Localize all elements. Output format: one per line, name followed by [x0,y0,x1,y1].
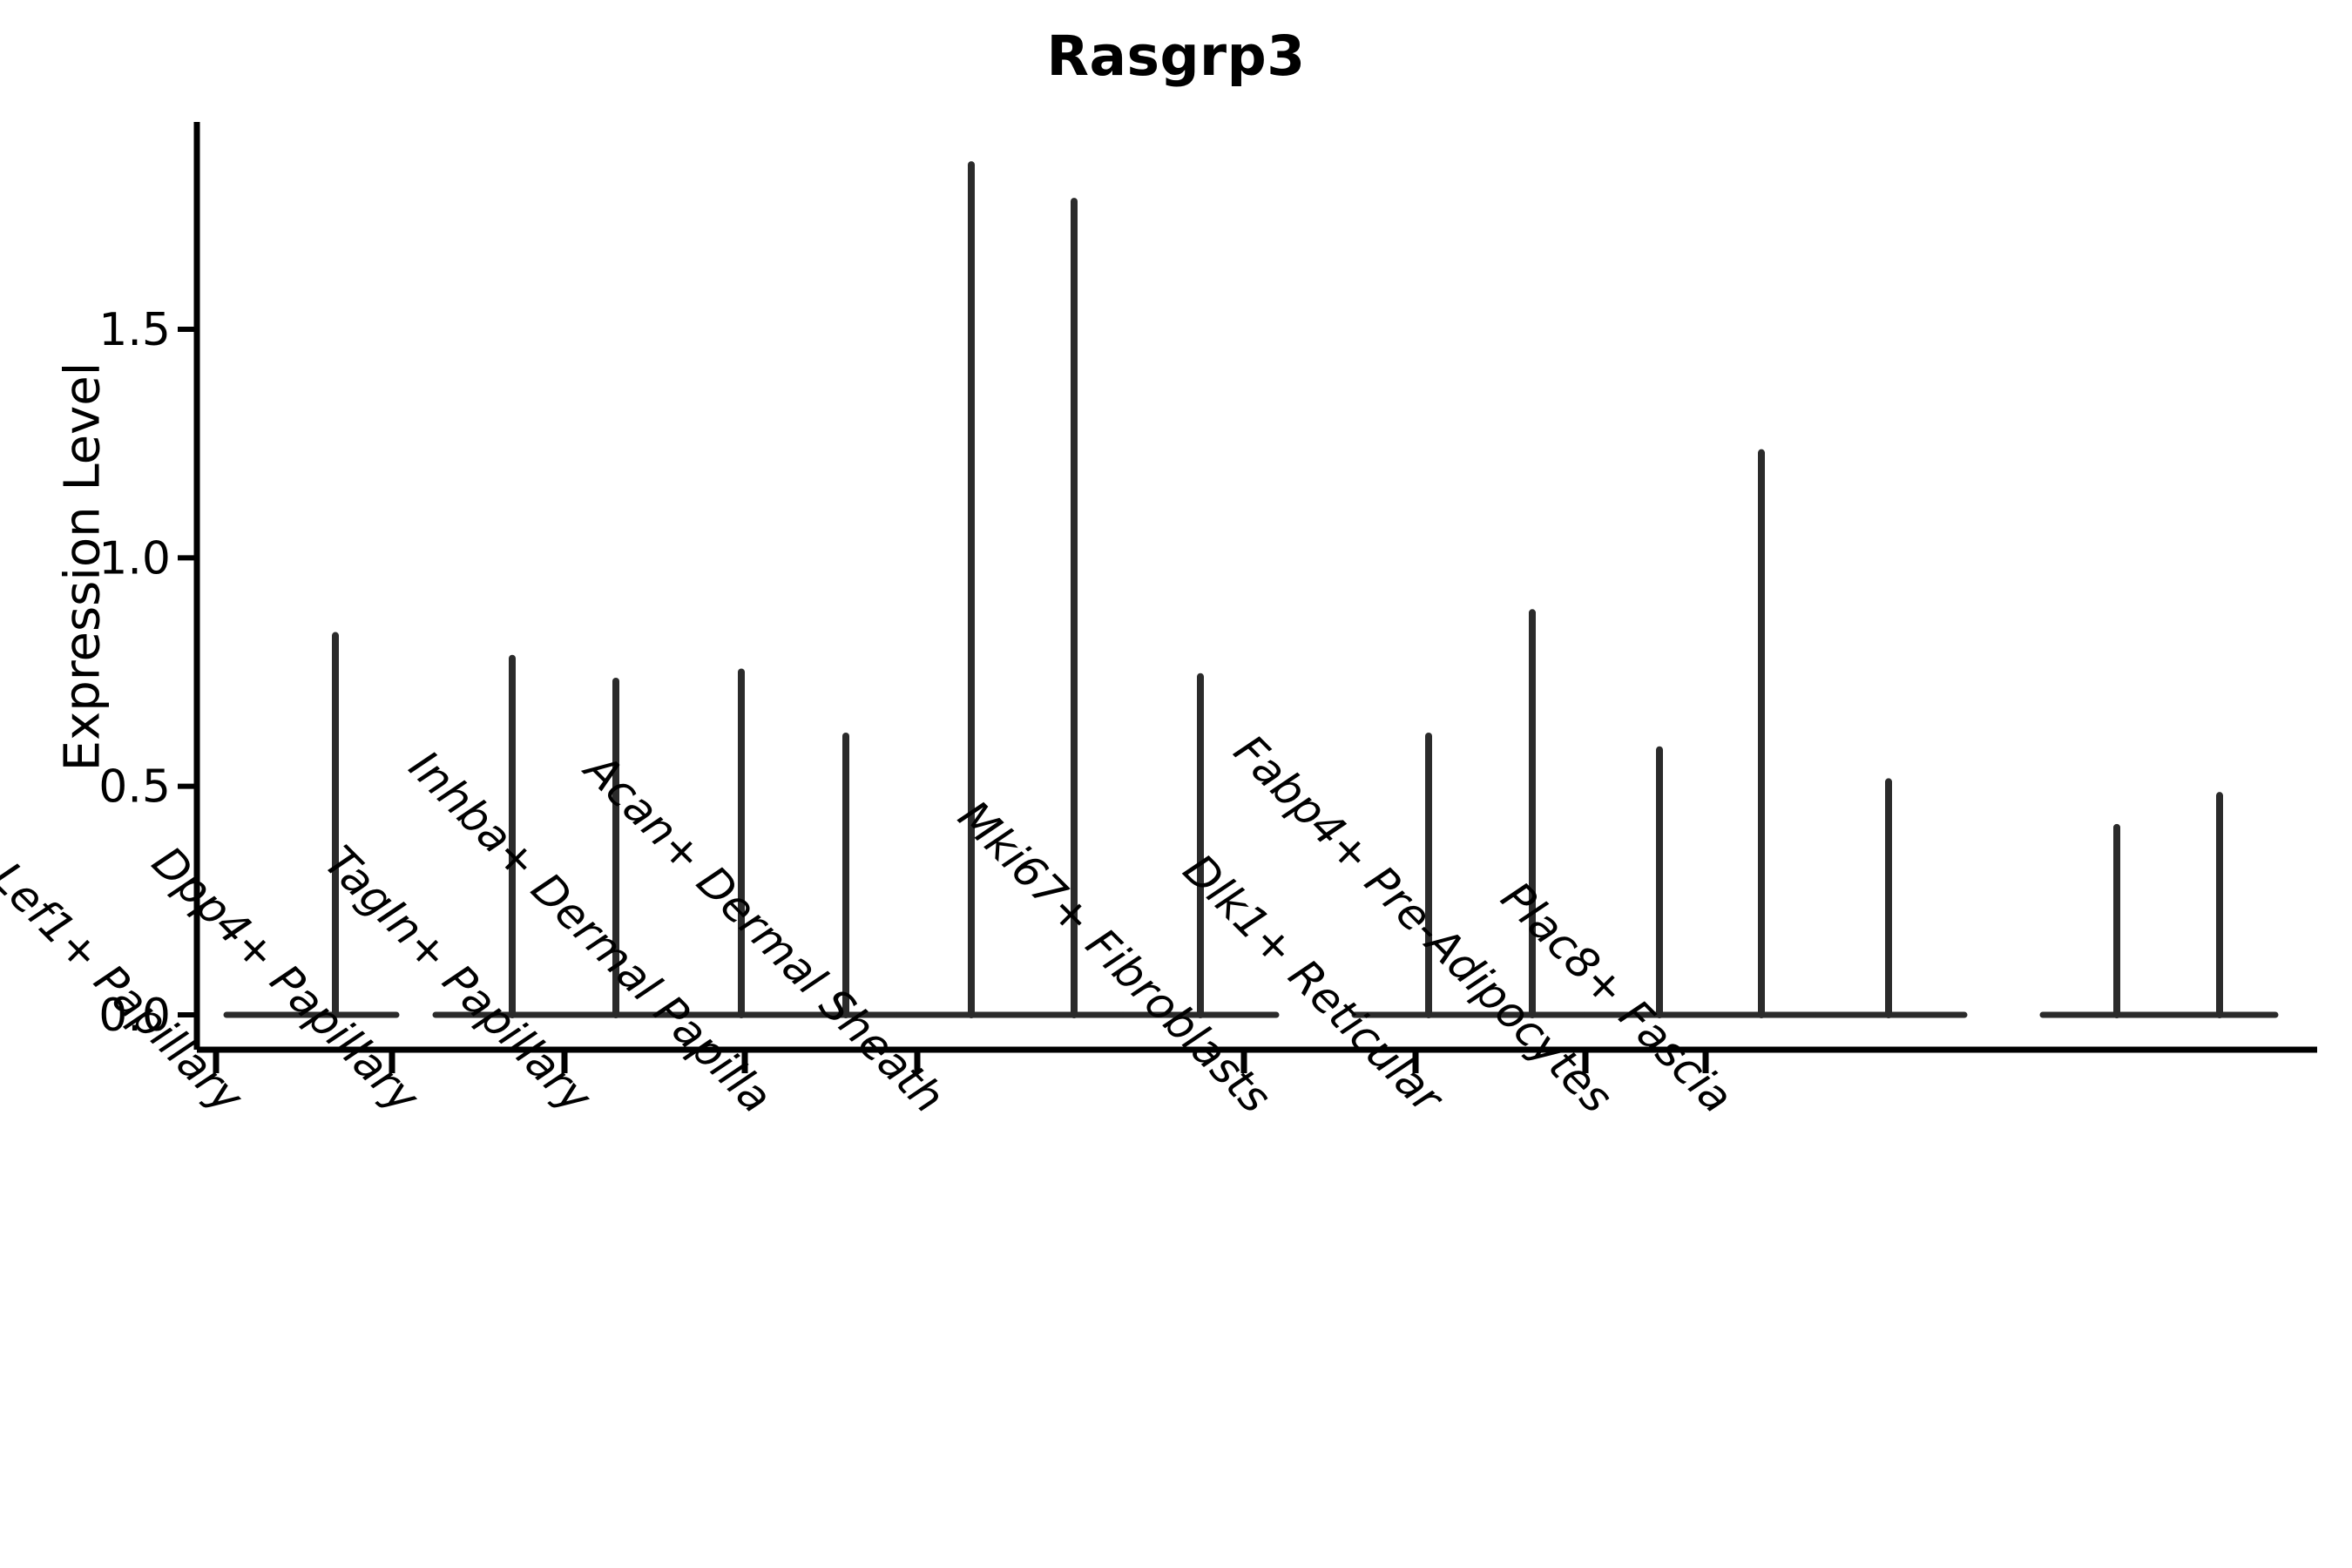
y-axis-tick-label: 0.0 [98,990,171,1042]
violin-shapes [223,161,2279,1018]
y-axis-tick-marks [178,327,197,1017]
x-axis-tick-marks [213,1050,1709,1073]
y-axis-tick-label: 1.5 [98,304,171,356]
y-axis-tick-labels: 0.0 0.5 1.0 1.5 [98,304,171,1042]
y-axis-tick-label: 0.5 [98,761,171,814]
axis-spines [193,122,2317,1053]
chart-title: Rasgrp3 [1046,24,1306,88]
y-axis-tick-label: 1.0 [98,532,171,585]
